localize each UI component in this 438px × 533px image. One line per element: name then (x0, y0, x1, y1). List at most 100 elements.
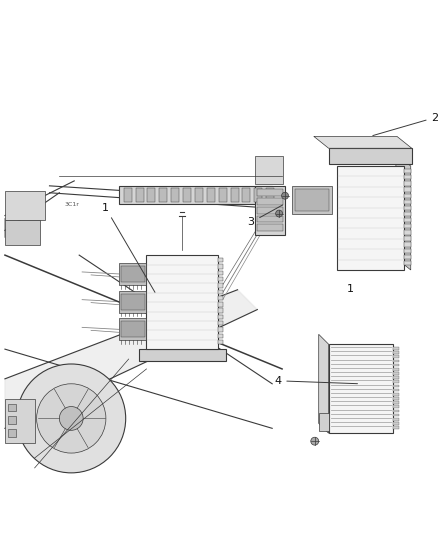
Circle shape (276, 210, 283, 217)
Polygon shape (319, 334, 328, 433)
Text: 1: 1 (346, 284, 353, 294)
Bar (393, 409, 399, 412)
Bar (393, 368, 399, 370)
Bar (258, 215, 283, 222)
Bar (219, 188, 226, 201)
Bar (218, 289, 223, 294)
Bar (218, 264, 223, 269)
Circle shape (282, 192, 289, 199)
Text: 4: 4 (274, 376, 357, 386)
Bar (393, 381, 399, 383)
Bar (404, 224, 411, 229)
Bar (393, 397, 399, 400)
Bar (404, 175, 411, 180)
Bar (8, 416, 16, 424)
Bar (121, 321, 145, 337)
Bar (328, 344, 393, 433)
Bar (404, 261, 411, 265)
Bar (171, 188, 179, 201)
Bar (183, 188, 191, 201)
Bar (121, 266, 145, 282)
Bar (404, 200, 411, 204)
Bar (404, 181, 411, 185)
Bar (121, 294, 145, 310)
Bar (404, 218, 411, 222)
Bar (292, 186, 332, 214)
Bar (393, 422, 399, 425)
Bar (119, 318, 146, 340)
Bar (119, 186, 272, 204)
Bar (393, 360, 399, 362)
Bar (328, 148, 412, 164)
Bar (393, 351, 399, 354)
Bar (207, 188, 215, 201)
Bar (393, 401, 399, 404)
Circle shape (60, 407, 83, 430)
Bar (404, 206, 411, 210)
Bar (218, 296, 223, 300)
Polygon shape (5, 290, 258, 429)
Bar (5, 221, 39, 245)
Bar (393, 347, 399, 350)
Bar (218, 334, 223, 338)
Text: 2: 2 (373, 112, 438, 135)
Bar (119, 263, 146, 285)
Bar (404, 188, 411, 192)
Bar (319, 414, 328, 431)
Circle shape (17, 364, 126, 473)
Bar (138, 349, 226, 361)
Bar (254, 188, 262, 201)
Bar (393, 418, 399, 421)
Bar (195, 188, 203, 201)
Bar (218, 283, 223, 288)
Bar (243, 188, 251, 201)
Bar (218, 327, 223, 332)
Bar (255, 156, 283, 184)
Bar (258, 224, 283, 231)
Polygon shape (396, 154, 411, 270)
Bar (5, 399, 35, 443)
Bar (393, 376, 399, 379)
Bar (255, 186, 285, 236)
Bar (393, 364, 399, 367)
Bar (404, 248, 411, 253)
Bar (393, 372, 399, 375)
Bar (146, 255, 218, 349)
Bar (393, 393, 399, 395)
Bar (393, 356, 399, 358)
Bar (393, 389, 399, 391)
Bar (258, 207, 283, 214)
Bar (148, 188, 155, 201)
Bar (136, 188, 144, 201)
Text: 3C1r: 3C1r (64, 201, 79, 207)
Bar (5, 191, 45, 221)
Bar (404, 193, 411, 198)
Bar (218, 277, 223, 281)
Bar (393, 385, 399, 387)
Bar (336, 166, 404, 270)
Bar (404, 212, 411, 216)
Bar (218, 258, 223, 262)
Bar (404, 255, 411, 259)
Bar (218, 340, 223, 344)
Circle shape (37, 384, 106, 453)
Bar (218, 302, 223, 306)
Bar (8, 403, 16, 411)
Polygon shape (314, 136, 412, 148)
Bar (8, 429, 16, 437)
Bar (159, 188, 167, 201)
Bar (393, 414, 399, 416)
Bar (218, 321, 223, 326)
Bar (266, 188, 274, 201)
Circle shape (311, 437, 319, 445)
Bar (295, 189, 328, 211)
Bar (231, 188, 239, 201)
Bar (218, 271, 223, 275)
Bar (119, 290, 146, 312)
Bar (218, 309, 223, 313)
Bar (258, 198, 283, 205)
Text: 1: 1 (102, 203, 155, 292)
Bar (404, 236, 411, 241)
Bar (393, 426, 399, 429)
Bar (404, 243, 411, 247)
